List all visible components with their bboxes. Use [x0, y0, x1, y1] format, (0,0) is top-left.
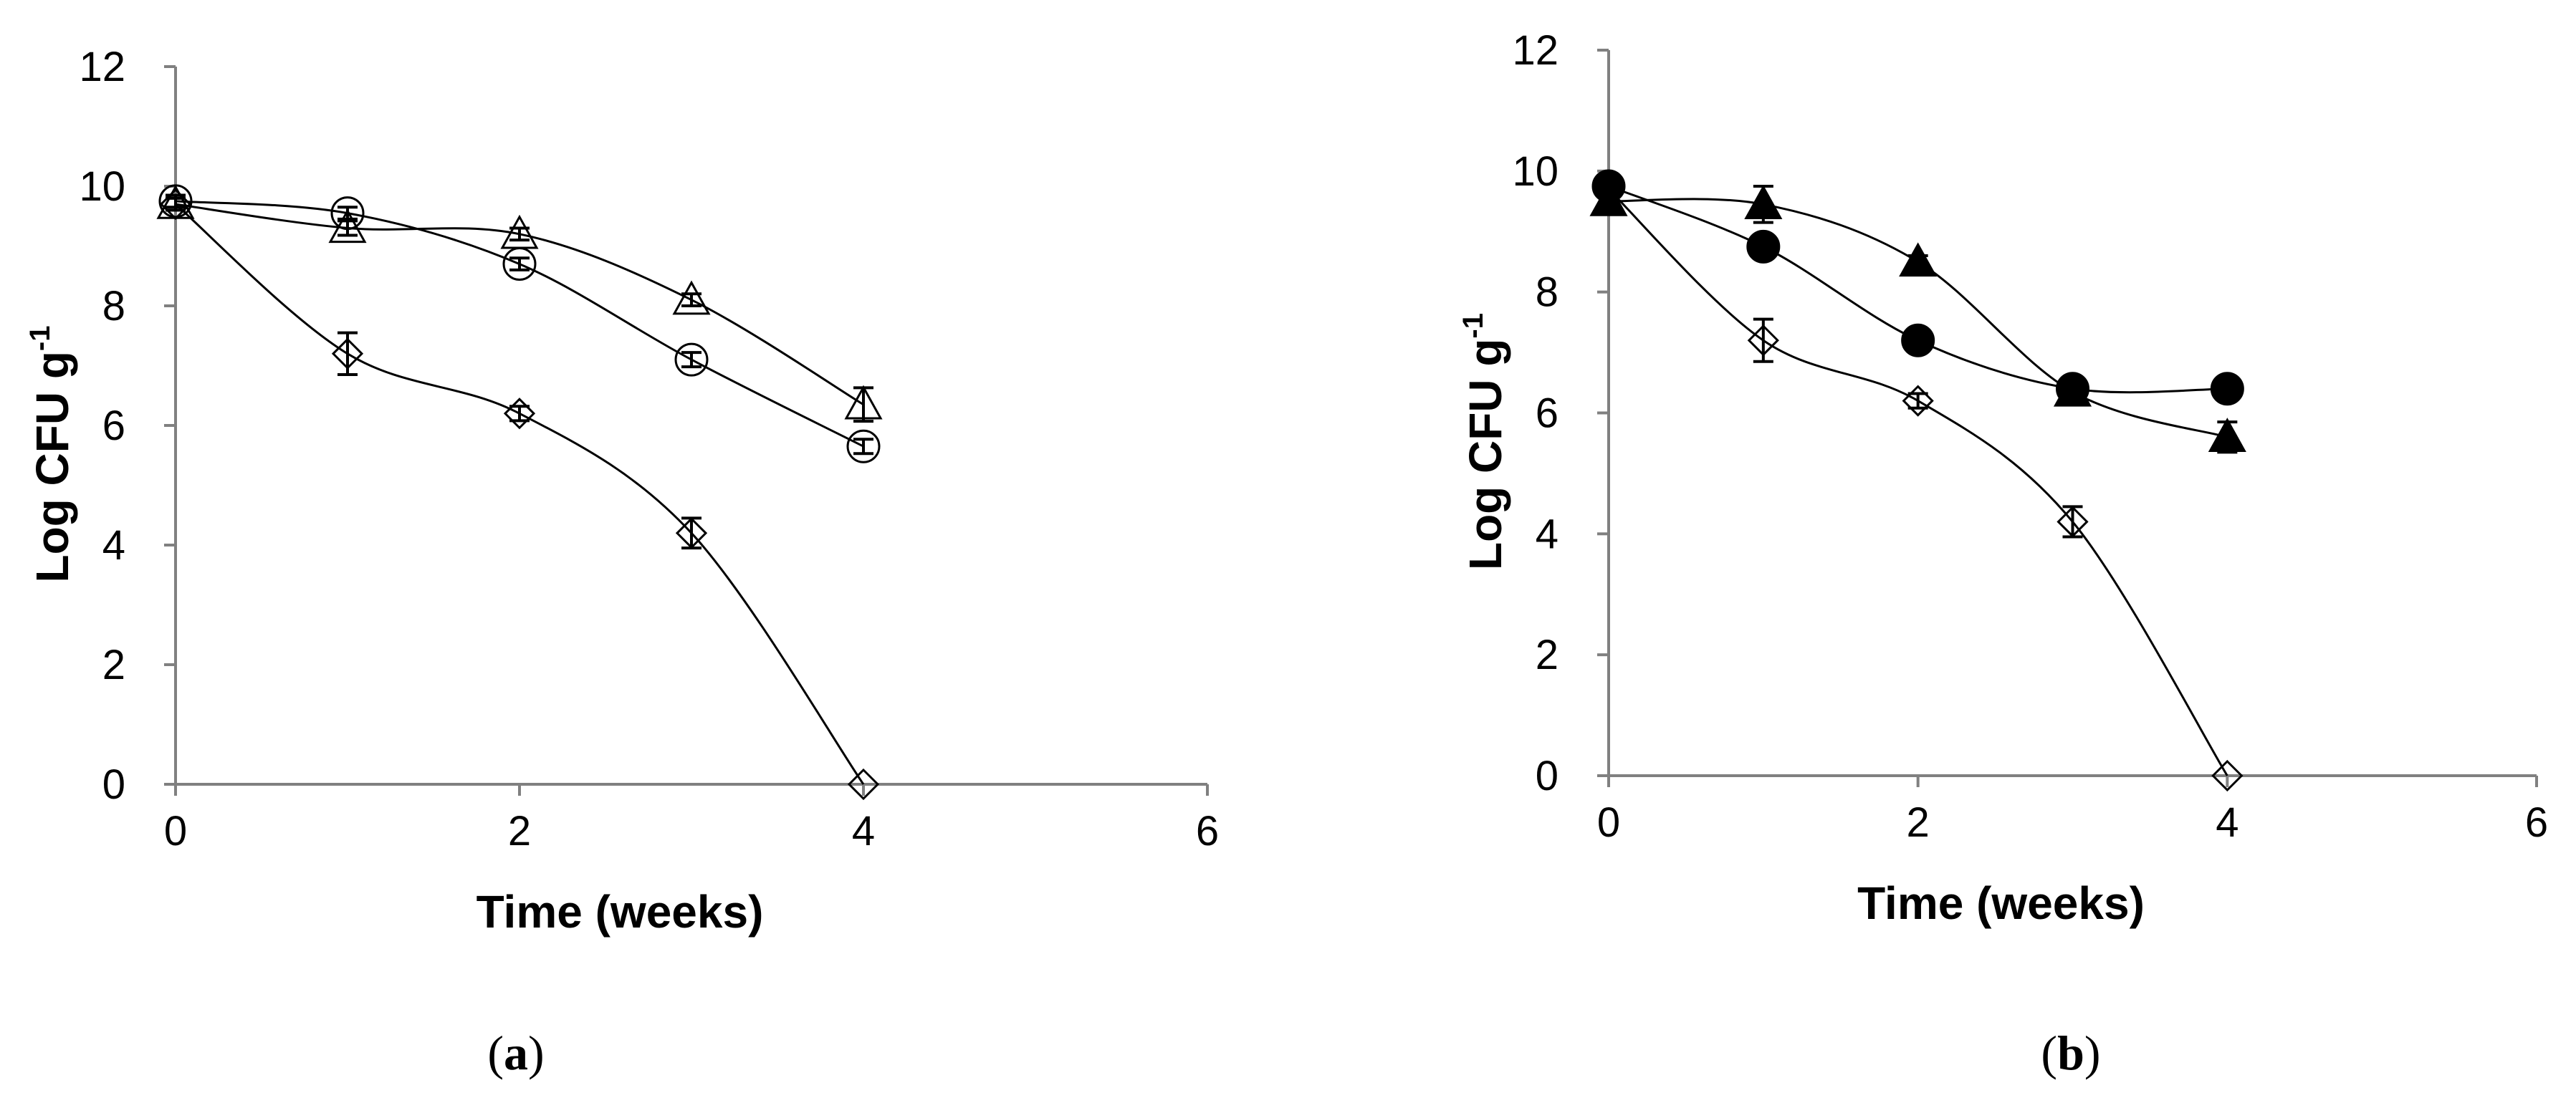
series-filled-circle [1591, 169, 2244, 406]
data-point-open-diamond [675, 517, 708, 549]
x-axis-title: Time (weeks) [1857, 877, 2145, 929]
y-axis-title: Log CFU g-1 [24, 325, 78, 582]
data-point-filled-triangle [1744, 185, 1783, 219]
x-tick-label: 4 [852, 808, 875, 854]
data-point-filled-circle [1901, 323, 1935, 357]
data-point-open-diamond [847, 768, 880, 801]
y-axis-title-text: Log CFU g [1460, 339, 1511, 570]
error-bar [853, 386, 873, 423]
series-open-triangle [156, 184, 883, 423]
data-point-filled-triangle [2053, 372, 2092, 407]
data-point-open-diamond [503, 398, 536, 430]
y-tick-label: 12 [1512, 27, 1558, 74]
y-axis-title-superscript: -1 [1457, 313, 1489, 339]
data-point-open-triangle [156, 184, 195, 219]
data-point-filled-circle [2210, 372, 2244, 406]
error-bar [681, 351, 702, 369]
data-point-filled-triangle [1589, 181, 1628, 216]
panel-label-close: ) [528, 1026, 545, 1080]
series-open-circle [158, 184, 881, 463]
y-tick-label: 0 [102, 761, 125, 808]
x-tick-label: 0 [164, 808, 187, 854]
y-tick-label: 10 [79, 163, 125, 210]
series-line [1607, 188, 2228, 776]
x-tick-label: 6 [1196, 808, 1219, 854]
x-tick-label: 4 [2216, 799, 2239, 846]
data-point-open-circle [674, 342, 709, 377]
series-open-diamond [1592, 173, 2244, 792]
panel-label-close: ) [2084, 1026, 2101, 1080]
data-point-filled-circle [1746, 229, 1781, 264]
y-axis-title: Log CFU g-1 [1457, 313, 1511, 570]
data-point-open-diamond [1747, 324, 1779, 357]
y-tick-label: 4 [102, 522, 125, 569]
y-tick-label: 12 [79, 44, 125, 90]
error-bar [509, 405, 530, 423]
data-point-open-triangle [844, 385, 883, 420]
x-tick-label: 2 [508, 808, 531, 854]
series-open-diamond [159, 188, 880, 801]
data-point-open-triangle [672, 280, 711, 315]
error-bar [853, 438, 873, 456]
panel-label-open: ( [2041, 1026, 2057, 1080]
data-point-open-triangle [328, 208, 367, 244]
y-tick-label: 10 [1512, 148, 1558, 195]
error-bar [681, 516, 702, 550]
y-axis-title-superscript: -1 [24, 325, 56, 351]
y-tick-label: 4 [1536, 511, 1558, 557]
error-bar [509, 256, 530, 271]
data-point-open-diamond [1902, 385, 1934, 417]
y-tick-label: 6 [1536, 390, 1558, 437]
data-point-open-circle [846, 429, 881, 463]
panel-label-letter: a [504, 1026, 528, 1080]
y-tick-label: 6 [102, 403, 125, 449]
data-point-filled-triangle [2208, 418, 2246, 452]
data-point-open-diamond [2057, 506, 2089, 538]
panel-label: (a) [487, 1026, 544, 1080]
panel-label-open: ( [487, 1026, 504, 1080]
chart-panel-b: 0 2 4 6 8 10 12 0 2 4 6 Time (weeks) Log CFU g-1 (b) [1457, 27, 2548, 1080]
x-tick-label: 2 [1907, 799, 1930, 846]
x-axis-title: Time (weeks) [477, 886, 764, 938]
panel-label: (b) [2041, 1026, 2100, 1080]
y-tick-label: 2 [102, 642, 125, 688]
y-tick-label: 8 [1536, 269, 1558, 316]
y-tick-label: 0 [1536, 753, 1558, 799]
series-line [175, 203, 865, 785]
series-line [1608, 185, 2228, 394]
x-tick-label: 0 [1597, 799, 1620, 846]
panel-label-letter: b [2057, 1026, 2084, 1080]
y-tick-label: 8 [102, 283, 125, 329]
data-point-open-diamond [331, 337, 364, 370]
x-tick-label: 6 [2525, 799, 2548, 846]
y-axis-title-text: Log CFU g [27, 351, 78, 582]
y-tick-label: 2 [1536, 632, 1558, 678]
data-point-open-diamond [2211, 759, 2244, 792]
data-point-open-triangle [500, 214, 539, 249]
series-filled-triangle [1589, 181, 2246, 454]
chart-panel-a: 0 2 4 6 8 10 12 0 2 4 6 Time (weeks) Log CFU g-1 (a) [24, 44, 1219, 1080]
data-point-filled-triangle [1899, 242, 1938, 277]
